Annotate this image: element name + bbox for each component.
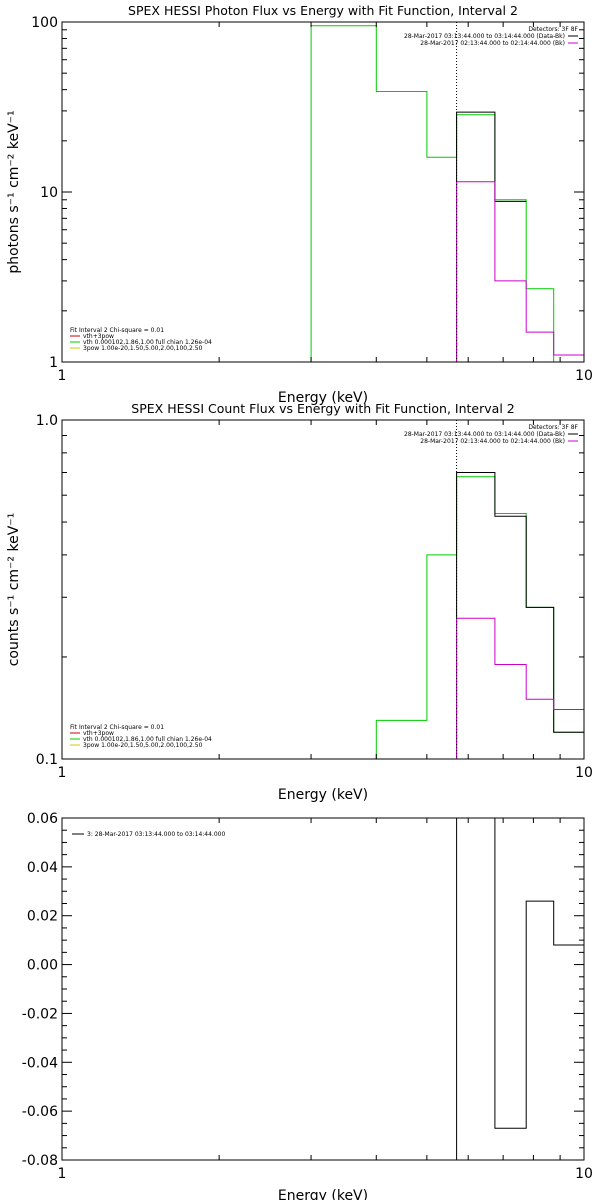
x-axis-label: Energy (keV) <box>278 787 368 803</box>
legend-header: Fit Interval 2 Chi-square = 0.01 <box>70 724 164 731</box>
y-tick-label: 0.1 <box>36 752 58 768</box>
chart-title: SPEX HESSI Photon Flux vs Energy with Fi… <box>128 3 518 18</box>
y-tick-label: 0.04 <box>27 860 58 876</box>
legend-header: Detectors: 3F 8F <box>528 26 578 33</box>
y-axis-label: photons s⁻¹ cm⁻² keV⁻¹ <box>6 110 22 273</box>
plot-area-1 <box>375 472 584 759</box>
y-tick-label: 0.06 <box>27 811 58 827</box>
legend-entry-label: 28-Mar-2017 02:13:44.000 to 02:14:44.000… <box>420 40 565 47</box>
x-tick-label: 10 <box>575 765 593 781</box>
series-line-1 <box>456 111 584 362</box>
y-tick-label: -0.04 <box>22 1055 58 1071</box>
x-tick-label: 10 <box>575 1166 593 1182</box>
series-line-2 <box>456 617 584 759</box>
y-axis-label: counts s⁻¹ cm⁻² keV⁻¹ <box>6 513 22 667</box>
y-tick-label: 1.0 <box>36 413 58 429</box>
plot-area-0 <box>310 25 584 362</box>
x-tick-label: 1 <box>58 368 67 384</box>
plot-area-2 <box>456 818 584 1160</box>
legend-entry-label: 3pow 1.00e-20,1.50,5.00,2.00,100,2.50 <box>83 345 203 352</box>
x-axis-label: Energy (keV) <box>278 1188 368 1200</box>
series-line-0 <box>456 818 584 1160</box>
y-tick-label: 100 <box>31 15 58 31</box>
y-tick-label: 0.02 <box>27 909 58 925</box>
legend-header: Fit Interval 2 Chi-square = 0.01 <box>70 327 164 334</box>
legend-entry-label: 28-Mar-2017 02:13:44.000 to 02:14:44.000… <box>420 438 565 445</box>
series-line-1 <box>456 472 584 759</box>
legend-header: Detectors: 3F 8F <box>528 424 578 431</box>
y-tick-label: 1 <box>49 355 58 371</box>
series-line-2 <box>456 181 584 362</box>
legend-entry-label: 3pow 1.00e-20,1.50,5.00,2.00,100,2.50 <box>83 742 203 749</box>
legend-entry-label: 3: 28-Mar-2017 03:13:44.000 to 03:14:44.… <box>87 831 225 838</box>
legend-entry-label: vth+3pow <box>83 730 114 737</box>
y-tick-label: 10 <box>40 185 58 201</box>
legend-entry-label: vth 0.000102,1.86,1.00 full chian 1.26e-… <box>83 736 212 743</box>
axes-frame <box>61 21 585 363</box>
legend-entry-label: 28-Mar-2017 03:13:44.000 to 03:14:44.000… <box>404 431 565 438</box>
y-tick-label: -0.08 <box>22 1153 58 1169</box>
legend-entry-label: vth+3pow <box>83 333 114 340</box>
axes-frame <box>61 817 585 1161</box>
legend-entry-label: 28-Mar-2017 03:13:44.000 to 03:14:44.000… <box>404 33 565 40</box>
axes-frame <box>61 419 585 760</box>
x-axis-label: Energy (keV) <box>278 390 368 406</box>
y-tick-label: -0.02 <box>22 1006 58 1022</box>
x-tick-label: 1 <box>58 1166 67 1182</box>
y-tick-label: 0.00 <box>27 958 58 974</box>
series-line-0 <box>310 25 584 362</box>
legend-entry-label: vth 0.000102,1.86,1.00 full chian 1.26e-… <box>83 339 212 346</box>
chart-title: SPEX HESSI Count Flux vs Energy with Fit… <box>131 401 514 416</box>
y-tick-label: -0.06 <box>22 1104 58 1120</box>
x-tick-label: 1 <box>58 765 67 781</box>
x-tick-label: 10 <box>575 368 593 384</box>
